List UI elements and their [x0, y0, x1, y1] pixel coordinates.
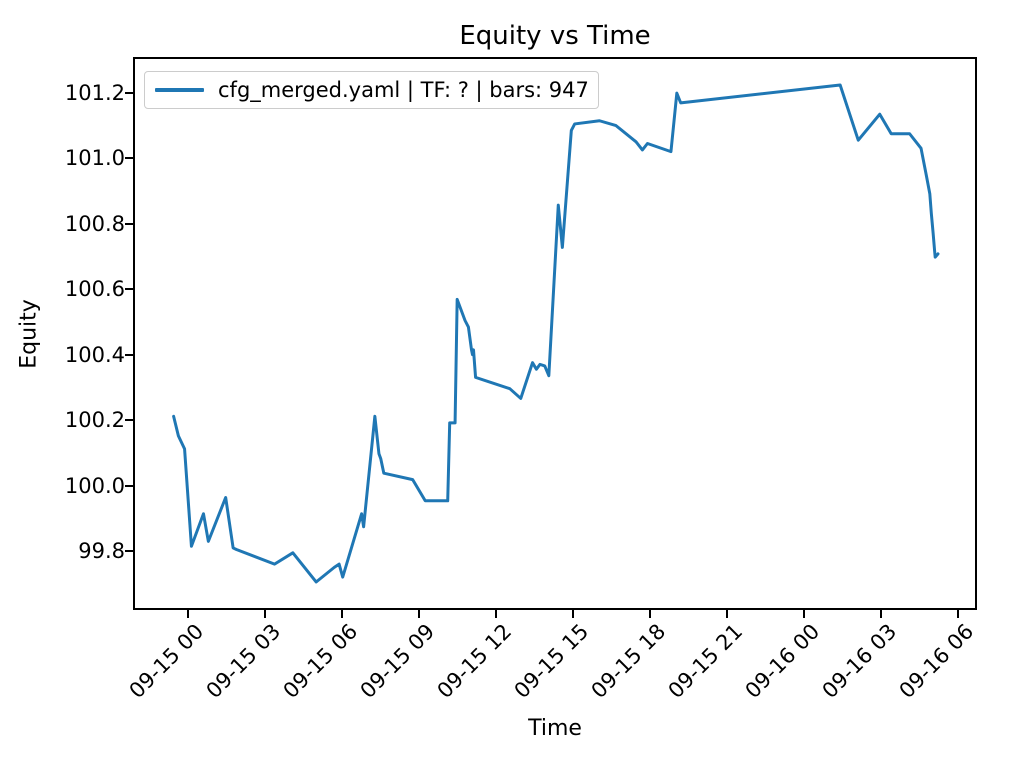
equity-series-line	[172, 83, 940, 584]
x-tick-mark	[187, 610, 190, 618]
plot-area: cfg_merged.yaml | TF: ? | bars: 947	[133, 57, 977, 610]
x-tick-mark	[880, 610, 883, 618]
y-tick-mark	[125, 484, 133, 487]
x-tick-mark	[572, 610, 575, 618]
x-tick-mark	[341, 610, 344, 618]
y-tick-label: 100.2	[64, 408, 125, 433]
x-tick-label: 09-15 06	[278, 619, 363, 704]
legend: cfg_merged.yaml | TF: ? | bars: 947	[144, 71, 599, 109]
y-tick-mark	[125, 550, 133, 553]
x-tick-label: 09-15 18	[586, 619, 671, 704]
legend-label: cfg_merged.yaml | TF: ? | bars: 947	[218, 78, 589, 102]
x-tick-mark	[957, 610, 960, 618]
y-tick-label: 100.8	[64, 211, 125, 236]
legend-line-sample-icon	[155, 88, 204, 92]
x-tick-label: 09-15 15	[509, 619, 594, 704]
chart-title: Equity vs Time	[459, 21, 651, 51]
y-tick-mark	[125, 288, 133, 291]
x-tick-mark	[495, 610, 498, 618]
x-axis-label: Time	[528, 716, 582, 741]
x-tick-label: 09-16 06	[894, 619, 979, 704]
x-tick-mark	[264, 610, 267, 618]
x-tick-label: 09-15 12	[432, 619, 517, 704]
y-tick-label: 101.0	[64, 146, 125, 171]
x-tick-label: 09-15 00	[124, 619, 209, 704]
x-tick-mark	[803, 610, 806, 618]
x-tick-label: 09-16 03	[817, 619, 902, 704]
y-tick-mark	[125, 91, 133, 94]
x-tick-label: 09-16 00	[740, 619, 825, 704]
y-tick-mark	[125, 222, 133, 225]
x-tick-mark	[418, 610, 421, 618]
x-tick-label: 09-15 03	[201, 619, 286, 704]
y-tick-label: 100.4	[64, 342, 125, 367]
y-tick-label: 99.8	[78, 539, 125, 564]
equity-line-chart	[172, 83, 940, 584]
y-axis-label: Equity	[16, 299, 42, 369]
x-tick-mark	[726, 610, 729, 618]
y-tick-mark	[125, 419, 133, 422]
x-tick-label: 09-15 21	[663, 619, 748, 704]
y-tick-mark	[125, 353, 133, 356]
x-tick-mark	[649, 610, 652, 618]
x-tick-label: 09-15 09	[355, 619, 440, 704]
y-tick-label: 100.0	[64, 473, 125, 498]
y-tick-label: 100.6	[64, 277, 125, 302]
y-tick-mark	[125, 157, 133, 160]
y-tick-label: 101.2	[64, 80, 125, 105]
